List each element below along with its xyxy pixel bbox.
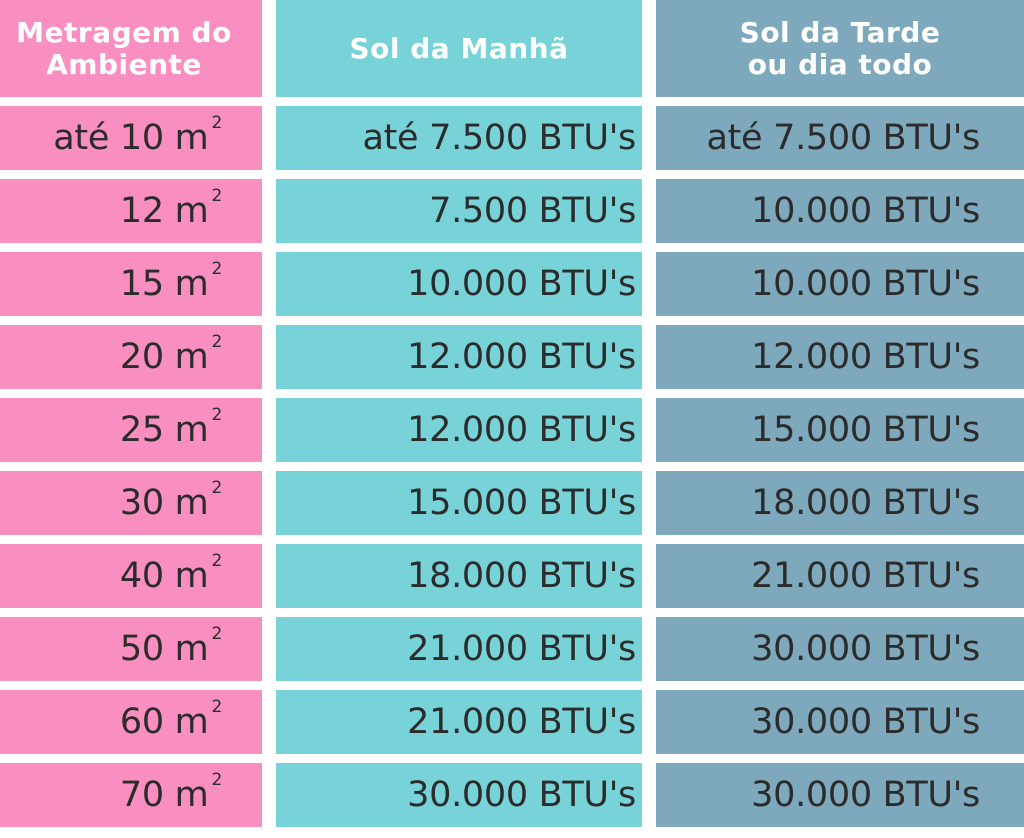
header-morning-sun: Sol da Manhã	[276, 0, 642, 97]
area-value: 70 m	[119, 775, 209, 815]
afternoon-sun-cell: 30.000 BTU's	[656, 617, 1024, 681]
area-value: 12 m	[119, 191, 209, 231]
header-afternoon-sun: Sol da Tarde ou dia todo	[656, 0, 1024, 97]
area-unit-superscript: 2	[211, 770, 222, 790]
area-value: 50 m	[119, 629, 209, 669]
morning-sun-cell: 21.000 BTU's	[276, 617, 642, 681]
header-area: Metragem do Ambiente	[0, 0, 262, 97]
morning-sun-cell: 10.000 BTU's	[276, 252, 642, 316]
morning-sun-cell: 30.000 BTU's	[276, 763, 642, 827]
area-unit-superscript: 2	[211, 405, 222, 425]
area-unit-superscript: 2	[211, 332, 222, 352]
afternoon-sun-cell: 15.000 BTU's	[656, 398, 1024, 462]
morning-sun-cell: 21.000 BTU's	[276, 690, 642, 754]
area-unit-superscript: 2	[211, 551, 222, 571]
afternoon-sun-cell: 18.000 BTU's	[656, 471, 1024, 535]
area-unit-superscript: 2	[211, 624, 222, 644]
area-value: 60 m	[119, 702, 209, 742]
area-unit-superscript: 2	[211, 259, 222, 279]
morning-sun-cell: 12.000 BTU's	[276, 325, 642, 389]
area-value: 25 m	[119, 410, 209, 450]
morning-sun-cell: até 7.500 BTU's	[276, 106, 642, 170]
area-value: 20 m	[119, 337, 209, 377]
area-value: até 10 m	[53, 118, 209, 158]
area-unit-superscript: 2	[211, 478, 222, 498]
area-unit-superscript: 2	[211, 697, 222, 717]
area-value: 15 m	[119, 264, 209, 304]
afternoon-sun-cell: 30.000 BTU's	[656, 690, 1024, 754]
morning-sun-cell: 18.000 BTU's	[276, 544, 642, 608]
afternoon-sun-cell: 10.000 BTU's	[656, 179, 1024, 243]
area-value: 40 m	[119, 556, 209, 596]
morning-sun-cell: 15.000 BTU's	[276, 471, 642, 535]
afternoon-sun-cell: 30.000 BTU's	[656, 763, 1024, 827]
area-unit-superscript: 2	[211, 186, 222, 206]
morning-sun-cell: 7.500 BTU's	[276, 179, 642, 243]
afternoon-sun-cell: 12.000 BTU's	[656, 325, 1024, 389]
afternoon-sun-cell: 10.000 BTU's	[656, 252, 1024, 316]
morning-sun-cell: 12.000 BTU's	[276, 398, 642, 462]
area-value: 30 m	[119, 483, 209, 523]
area-unit-superscript: 2	[211, 113, 222, 133]
afternoon-sun-cell: 21.000 BTU's	[656, 544, 1024, 608]
afternoon-sun-cell: até 7.500 BTU's	[656, 106, 1024, 170]
